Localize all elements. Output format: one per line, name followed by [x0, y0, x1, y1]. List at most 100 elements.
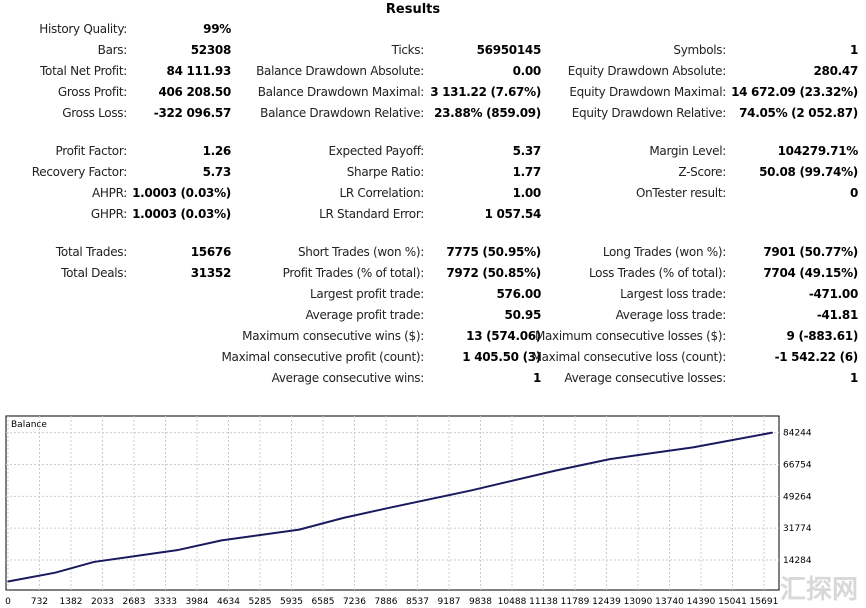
- x-tick-label: 6585: [312, 597, 335, 607]
- stat-value: 52308: [190, 43, 232, 57]
- stat-value: 56950145: [476, 43, 542, 57]
- balance-point: [553, 470, 556, 472]
- x-tick-label: 4634: [217, 597, 240, 607]
- stat-label: LR Correlation:: [339, 186, 424, 200]
- stat-label: Ticks:: [391, 43, 425, 57]
- x-tick-label: 5285: [249, 597, 272, 607]
- stat-value: 1.0003 (0.03%): [132, 207, 231, 221]
- stat-value: 50.95: [504, 308, 542, 322]
- plot-area: [5, 415, 780, 591]
- x-tick-label: 3333: [154, 597, 177, 607]
- stat-value: 7901 (50.77%): [763, 245, 858, 259]
- stat-value: 23.88% (859.09): [434, 106, 541, 120]
- stat-label: Sharpe Ratio:: [346, 165, 425, 179]
- stat-value: 1.0003 (0.03%): [132, 186, 231, 200]
- x-tick-label: 9838: [469, 597, 492, 607]
- stat-value: 406 208.50: [158, 85, 231, 99]
- stat-label: Gross Loss:: [62, 106, 127, 120]
- x-tick-label: 732: [31, 597, 48, 607]
- stat-label: Expected Payoff:: [328, 144, 424, 158]
- stat-value: 576.00: [496, 287, 541, 301]
- x-tick-label: 2033: [91, 597, 114, 607]
- stat-label: LR Standard Error:: [319, 207, 424, 221]
- stat-label: Margin Level:: [649, 144, 726, 158]
- stat-value: 5.37: [512, 144, 542, 158]
- x-tick-label: 15691: [750, 597, 779, 607]
- stat-label: Loss Trades (% of total):: [589, 266, 726, 280]
- stat-value: 0.00: [512, 64, 542, 78]
- balance-chart: 84244 66754 49264 31774 14284 0 732 1382 2033 268…: [5, 415, 812, 607]
- stat-label: Balance Drawdown Maximal:: [257, 85, 425, 99]
- x-tick-label: 7886: [375, 597, 398, 607]
- stat-label: Average profit trade:: [305, 308, 424, 322]
- stat-label: Z-Score:: [678, 165, 726, 179]
- stat-value: -1 542.22 (6): [774, 350, 859, 364]
- stat-value: 50.08 (99.74%): [759, 165, 858, 179]
- stat-label: Maximal consecutive loss (count):: [531, 350, 727, 364]
- balance-point: [342, 517, 345, 519]
- balance-point: [608, 458, 611, 460]
- balance-point: [298, 528, 301, 531]
- stat-label: Equity Drawdown Absolute:: [567, 64, 727, 78]
- x-tick-label: 10488: [498, 597, 527, 607]
- stat-label: Bars:: [97, 43, 128, 57]
- stat-label: Total Deals:: [61, 266, 127, 280]
- stat-label: Average consecutive losses:: [564, 371, 726, 385]
- stat-value: -41.81: [816, 308, 858, 322]
- stat-label: OnTester result:: [635, 186, 726, 200]
- stat-label: AHPR:: [92, 186, 127, 200]
- stat-label: GHPR:: [90, 207, 127, 221]
- stat-label: Maximal consecutive profit (count):: [221, 350, 424, 364]
- stat-value: 1.00: [512, 186, 542, 200]
- stat-label: Equity Drawdown Relative:: [571, 106, 727, 120]
- x-tick-label: 3984: [186, 597, 209, 607]
- x-tick-label: 12439: [592, 597, 621, 607]
- stat-label: Average loss trade:: [615, 308, 727, 322]
- balance-point: [387, 507, 389, 509]
- balance-point: [7, 580, 9, 583]
- stat-label: Balance Drawdown Relative:: [260, 106, 424, 120]
- x-tick-label: 5935: [280, 597, 303, 607]
- x-tick-label: 1382: [60, 597, 83, 607]
- x-tick-label: 13090: [624, 597, 653, 607]
- y-tick-label: 31774: [783, 524, 812, 534]
- stat-label: Total Net Profit:: [40, 64, 127, 78]
- stat-value: 280.47: [813, 64, 858, 78]
- x-tick-label: 15041: [718, 597, 747, 607]
- x-tick-label: 2683: [123, 597, 146, 607]
- stat-label: Average consecutive wins:: [271, 371, 425, 385]
- stat-value: 1.77: [512, 165, 542, 179]
- y-tick-label: 66754: [783, 460, 812, 470]
- stat-value: 1: [849, 43, 858, 57]
- stat-value: 7775 (50.95%): [446, 245, 541, 259]
- stat-label: Profit Factor:: [55, 144, 128, 158]
- balance-point: [692, 446, 694, 449]
- balance-point: [771, 431, 773, 434]
- x-tick-label: 11789: [561, 597, 590, 607]
- stat-value: 1: [532, 371, 541, 385]
- x-tick-label: 13740: [655, 597, 684, 607]
- balance-point: [470, 489, 472, 492]
- stat-label: Short Trades (won %):: [297, 245, 424, 259]
- stat-value: 104279.71%: [777, 144, 859, 158]
- stat-value: 1.26: [202, 144, 232, 158]
- balance-point: [54, 571, 56, 574]
- watermark-logo: 汇探网: [779, 575, 858, 605]
- stat-label: Total Trades:: [55, 245, 127, 259]
- stat-value: 7704 (49.15%): [763, 266, 858, 280]
- stat-label: Largest profit trade:: [310, 287, 424, 301]
- x-tick-label: 0: [5, 597, 11, 607]
- stat-value: 99%: [203, 22, 231, 36]
- stat-label: Long Trades (won %):: [602, 245, 726, 259]
- stat-value: -322 096.57: [153, 106, 232, 120]
- stat-label: Balance Drawdown Absolute:: [256, 64, 424, 78]
- stat-label: Symbols:: [673, 43, 726, 57]
- balance-point: [220, 539, 223, 542]
- stat-label: Profit Trades (% of total):: [282, 266, 425, 280]
- y-tick-label: 84244: [783, 429, 812, 439]
- stat-value: 74.05% (2 052.87): [739, 106, 858, 120]
- x-tick-label: 7236: [343, 597, 366, 607]
- balance-point: [176, 549, 178, 551]
- stat-value: 1 405.50 (3): [462, 350, 541, 364]
